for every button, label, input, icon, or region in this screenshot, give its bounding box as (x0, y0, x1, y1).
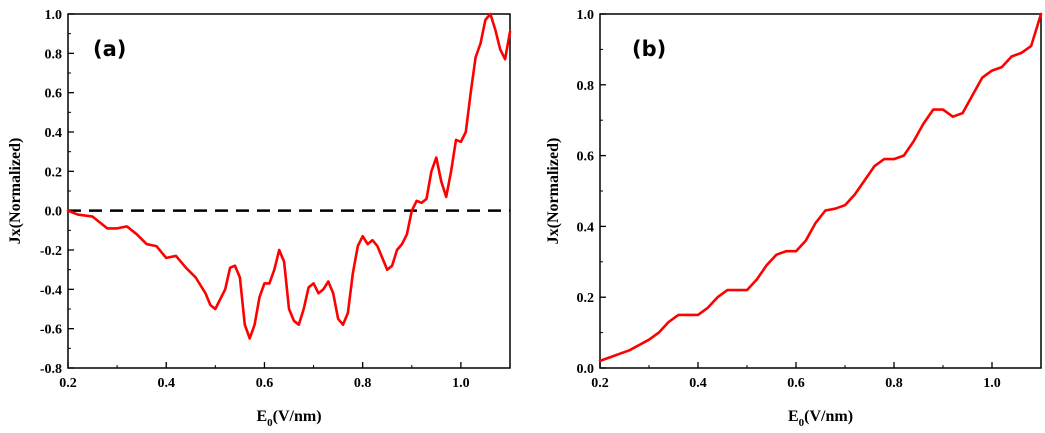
x-tick-label: 0.8 (885, 376, 903, 391)
y-tick-label: 0.6 (45, 87, 63, 102)
x-tick-label: 0.4 (689, 376, 707, 391)
y-tick-label: -0.6 (40, 323, 62, 338)
y-tick-label: 0.6 (577, 150, 595, 165)
x-tick-label: 1.0 (452, 376, 470, 391)
x-tick-label: 1.0 (983, 376, 1001, 391)
plot-frame (599, 13, 1042, 369)
y-tick-label: 0.0 (45, 205, 63, 220)
x-tick-label: 0.4 (157, 376, 175, 391)
x-tick-label: 0.2 (591, 376, 609, 391)
y-tick-label: 0.4 (45, 126, 63, 141)
y-tick-label: 1.0 (577, 8, 595, 23)
y-tick-label: 0.8 (577, 79, 595, 94)
y-tick-label: -0.8 (40, 362, 62, 377)
y-tick-label: -0.2 (40, 244, 62, 259)
y-tick-label: 1.0 (45, 8, 63, 23)
panel-label: (b) (632, 37, 666, 61)
x-tick-label: 0.6 (256, 376, 274, 391)
x-tick-label: 0.6 (787, 376, 805, 391)
y-axis-title: Jx(Normalized) (545, 138, 562, 245)
series-line (66, 12, 512, 340)
y-axis-title: Jx(Normalized) (7, 138, 24, 245)
series-line (598, 12, 1043, 363)
x-tick-label: 0.2 (59, 376, 77, 391)
panel-b: 0.2 0.4 0.6 0.8 1.00.00.20.40.60.81.0(b)E0(V… (545, 8, 1043, 429)
x-axis-title-subscript: 0 (267, 417, 273, 429)
x-axis-title: E0(V/nm) (788, 408, 853, 429)
y-tick-label: 0.0 (577, 362, 595, 377)
x-tick-label: 0.8 (354, 376, 372, 391)
x-axis-title-main: E (256, 408, 267, 425)
x-axis-title-subscript: 0 (799, 417, 805, 429)
x-axis-title: E0(V/nm) (256, 408, 321, 429)
y-tick-label: 0.2 (45, 165, 63, 180)
y-tick-label: 0.2 (577, 291, 595, 306)
x-axis-title-unit: (V/nm) (273, 408, 322, 425)
x-axis-title-main: E (788, 408, 799, 425)
panel-a: 0.2 0.4 0.6 0.8 1.0 -0.8 -0.6 -0.4 -0.2 0.0 0.2 0.4… (7, 8, 512, 429)
y-tick-label: -0.4 (40, 283, 62, 298)
y-tick-label: 0.4 (577, 220, 595, 235)
y-tick-label: 0.8 (45, 47, 63, 62)
panel-label: (a) (93, 37, 126, 61)
x-axis-title-unit: (V/nm) (804, 408, 853, 425)
